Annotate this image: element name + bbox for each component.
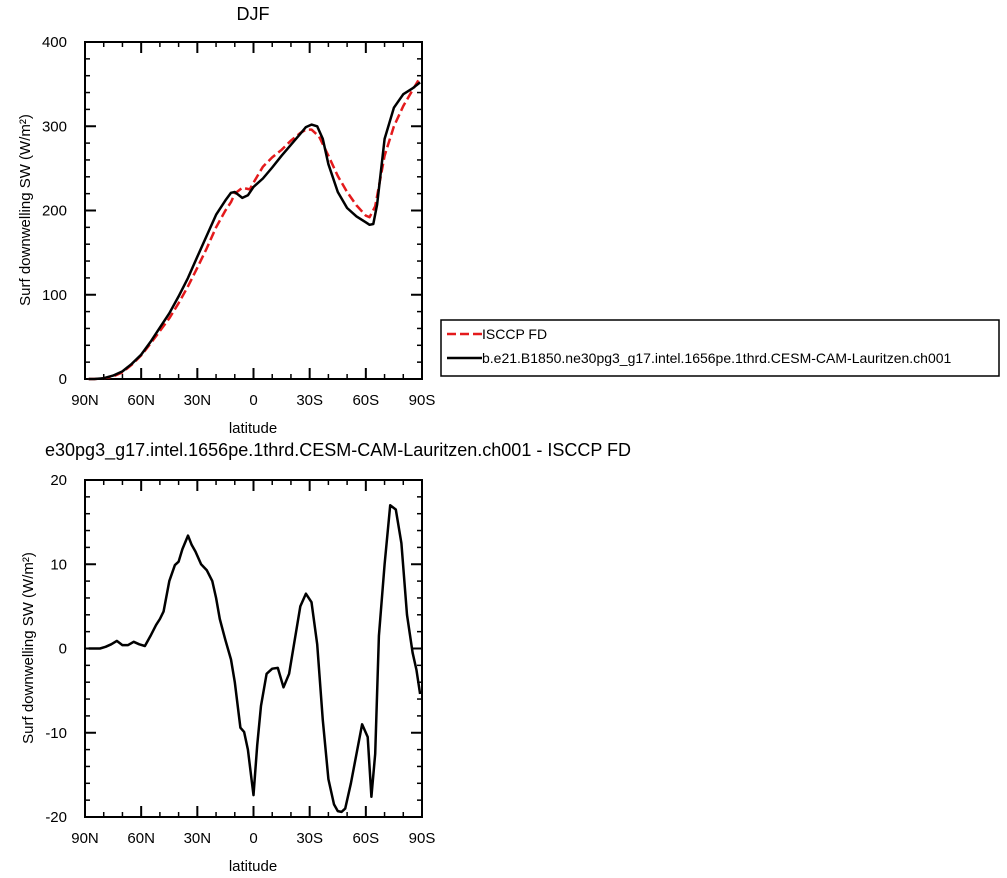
panel-2-y-axis-title: Surf downwelling SW (W/m²) [20, 552, 37, 744]
y-tick-label: 20 [50, 472, 67, 489]
x-tick-label: 90S [409, 830, 436, 847]
panel-1-x-tick-labels: 90N 60N 30N 0 30S 60S 90S [71, 392, 435, 409]
panel-1-djf: DJF 90N 60N 30N 0 30S 60S 90S 0 100 200 300 400 la… [17, 4, 435, 437]
x-tick-label: 60S [352, 392, 379, 409]
panel-1-x-axis-title: latitude [229, 420, 277, 437]
panel-2-x-tick-labels: 90N 60N 30N 0 30S 60S 90S [71, 830, 435, 847]
x-tick-label: 90S [409, 392, 436, 409]
y-tick-label: 0 [59, 641, 67, 658]
x-tick-label: 0 [249, 830, 257, 847]
x-tick-label: 60N [127, 392, 155, 409]
x-tick-label: 30N [184, 392, 212, 409]
y-tick-label: 300 [42, 118, 67, 135]
panel-1-legend: ISCCP FD b.e21.B1850.ne30pg3_g17.intel.1… [440, 319, 1000, 377]
panel-1-series-line-0 [88, 76, 422, 381]
legend-label-model: b.e21.B1850.ne30pg3_g17.intel.1656pe.1th… [482, 350, 952, 366]
y-tick-label: 100 [42, 287, 67, 304]
x-tick-label: 60S [352, 830, 379, 847]
x-tick-label: 0 [249, 392, 257, 409]
legend-label-isccp: ISCCP FD [482, 326, 547, 342]
x-tick-label: 90N [71, 392, 99, 409]
y-tick-label: 400 [42, 34, 67, 51]
panel-1-y-axis-title: Surf downwelling SW (W/m²) [17, 114, 34, 306]
x-tick-label: 90N [71, 830, 99, 847]
panel-2-title: e30pg3_g17.intel.1656pe.1thrd.CESM-CAM-L… [45, 440, 631, 461]
x-tick-label: 30S [296, 392, 323, 409]
y-tick-label: -10 [45, 725, 67, 742]
x-tick-label: 60N [127, 830, 155, 847]
panel-2-series [88, 504, 422, 814]
panel-1-ticks [84, 41, 423, 380]
panel-2-ticks [84, 479, 423, 818]
x-tick-label: 30S [296, 830, 323, 847]
panel-2-plot-frame [84, 479, 423, 818]
x-tick-label: 30N [184, 830, 212, 847]
panel-1-title: DJF [237, 4, 270, 24]
panel-1-plot-frame [84, 41, 423, 380]
panel-1-y-tick-labels: 0 100 200 300 400 [42, 34, 67, 388]
y-tick-label: 10 [50, 556, 67, 573]
panel-2-x-axis-title: latitude [229, 858, 277, 875]
legend-box [440, 319, 1000, 377]
y-tick-label: 200 [42, 203, 67, 220]
panel-1-series-line-1 [88, 81, 421, 381]
y-tick-label: 0 [59, 371, 67, 388]
panel-2-series-line-0 [88, 504, 422, 814]
panel-2-y-tick-labels: -20 -10 0 10 20 [45, 472, 67, 826]
y-tick-label: -20 [45, 809, 67, 826]
panel-2-difference: e30pg3_g17.intel.1656pe.1thrd.CESM-CAM-L… [20, 440, 631, 875]
panel-1-series [88, 76, 422, 381]
